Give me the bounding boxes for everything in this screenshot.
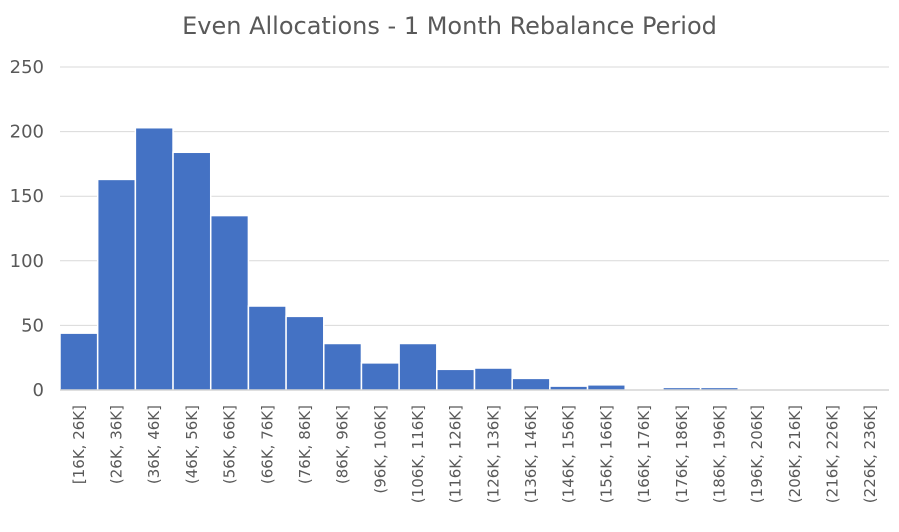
x-tick-label: (56K, 66K] bbox=[221, 405, 239, 484]
x-tick-label: [16K, 26K] bbox=[70, 405, 88, 484]
x-tick-label: (26K, 36K] bbox=[108, 405, 126, 484]
x-tick-label: (106K, 116K] bbox=[409, 405, 427, 503]
x-tick-label: (176K, 186K] bbox=[673, 405, 691, 503]
x-tick-label: (36K, 46K] bbox=[145, 405, 163, 484]
y-tick-label: 150 bbox=[10, 186, 44, 207]
bar-1 bbox=[96, 178, 137, 391]
y-tick-label: 50 bbox=[21, 315, 44, 336]
bar-5 bbox=[247, 305, 287, 391]
x-tick-label: (116K, 126K] bbox=[447, 405, 465, 503]
bar-6 bbox=[285, 315, 325, 391]
bar-4 bbox=[209, 214, 250, 391]
bar-9 bbox=[398, 342, 438, 391]
x-tick-label: (216K, 226K] bbox=[823, 405, 841, 503]
bar-14 bbox=[586, 384, 626, 391]
bar-7 bbox=[323, 342, 363, 391]
y-tick-label: 0 bbox=[33, 380, 44, 401]
x-tick-label: (136K, 146K] bbox=[522, 405, 540, 503]
y-tick-label: 100 bbox=[10, 251, 44, 272]
x-tick-label: (196K, 206K] bbox=[748, 405, 766, 503]
bar-0 bbox=[59, 332, 99, 391]
x-tick-label: (206K, 216K] bbox=[786, 405, 804, 503]
x-tick-label: (126K, 136K] bbox=[484, 405, 502, 503]
bar-8 bbox=[360, 362, 400, 391]
bar-12 bbox=[511, 377, 551, 391]
x-tick-label: (76K, 86K] bbox=[296, 405, 314, 484]
x-tick-label: (186K, 196K] bbox=[710, 405, 728, 503]
bar-2 bbox=[134, 126, 174, 391]
x-tick-label: (156K, 166K] bbox=[597, 405, 615, 503]
x-tick-label: (146K, 156K] bbox=[560, 405, 578, 503]
x-tick-label: (96K, 106K] bbox=[371, 405, 389, 494]
x-tick-label: (86K, 96K] bbox=[334, 405, 352, 484]
x-tick-label: (166K, 176K] bbox=[635, 405, 653, 503]
x-tick-label: (226K, 236K] bbox=[861, 405, 879, 503]
y-tick-label: 200 bbox=[10, 122, 44, 143]
x-tick-label: (66K, 76K] bbox=[258, 405, 276, 484]
bar-10 bbox=[436, 368, 476, 391]
bar-3 bbox=[172, 151, 212, 391]
chart-title: Even Allocations - 1 Month Rebalance Per… bbox=[182, 12, 717, 40]
y-tick-label: 250 bbox=[10, 57, 44, 78]
bar-13 bbox=[549, 385, 589, 391]
bar-11 bbox=[473, 367, 513, 391]
x-tick-label: (46K, 56K] bbox=[183, 405, 201, 484]
